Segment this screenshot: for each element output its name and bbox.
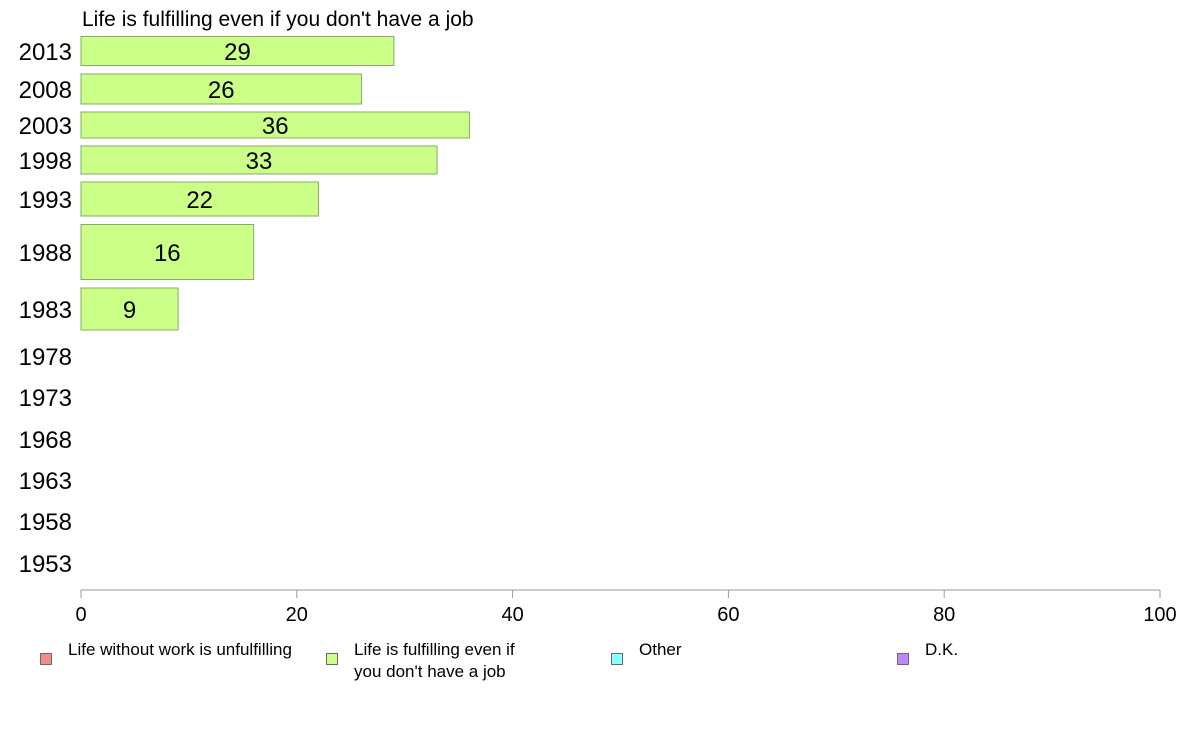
bar [80, 111, 470, 139]
y-tick-label: 1988 [19, 240, 72, 267]
data-label: 16 [154, 240, 181, 267]
legend-label: D.K. [925, 640, 959, 659]
x-tick-label: 80 [933, 604, 955, 626]
legend-item-dk: D.K. [897, 638, 958, 665]
legend-swatch [40, 653, 52, 665]
legend-item-fulfilling: Life is fulfilling even if you don't hav… [326, 638, 515, 683]
legend: Life without work is unfulfilling Life i… [0, 638, 1188, 688]
bar [80, 287, 179, 331]
y-tick-label: 1978 [19, 344, 72, 371]
y-tick-label: 2008 [19, 77, 72, 104]
y-tick-label: 1963 [19, 468, 72, 495]
x-tick-label: 0 [75, 604, 86, 626]
x-tick-label: 20 [286, 604, 308, 626]
chart-title: Life is fulfilling even if you don't hav… [82, 8, 474, 31]
x-tick-label: 100 [1143, 604, 1176, 626]
data-label: 29 [224, 39, 251, 66]
bar [80, 181, 319, 217]
legend-item-other: Other [611, 638, 682, 665]
legend-label: Life without work is unfulfilling [68, 640, 292, 659]
bar [80, 145, 438, 175]
y-tick-label: 2003 [19, 113, 72, 140]
legend-swatch [611, 653, 623, 665]
y-tick-label: 1993 [19, 187, 72, 214]
y-tick-label: 1998 [19, 148, 72, 175]
legend-item-unfulfilling: Life without work is unfulfilling [40, 638, 292, 665]
y-tick-label: 2013 [19, 39, 72, 66]
y-tick-label: 1958 [19, 509, 72, 536]
legend-label: Other [639, 640, 682, 659]
legend-swatch [897, 653, 909, 665]
y-tick-label: 1983 [19, 297, 72, 324]
y-tick-label: 1973 [19, 385, 72, 412]
y-axis-ticks: 2013 2008 2003 1998 1993 1988 1983 1978 1973 1968… [19, 39, 72, 578]
data-label: 22 [186, 187, 213, 214]
x-tick-label: 40 [501, 604, 523, 626]
data-label: 26 [208, 77, 235, 104]
bar [80, 36, 395, 66]
x-tick-label: 60 [717, 604, 739, 626]
chart: Life is fulfilling even if you don't hav… [19, 8, 1177, 626]
data-label: 36 [262, 113, 289, 140]
bar [80, 224, 255, 280]
y-tick-label: 1953 [19, 551, 72, 578]
data-label: 9 [123, 297, 136, 324]
y-tick-label: 1968 [19, 427, 72, 454]
x-axis: 0 20 40 60 80 100 [75, 589, 1177, 626]
legend-label: Life is fulfilling even if you don't hav… [354, 640, 515, 681]
bar [80, 73, 363, 105]
legend-swatch [326, 653, 338, 665]
data-label: 33 [246, 148, 273, 175]
